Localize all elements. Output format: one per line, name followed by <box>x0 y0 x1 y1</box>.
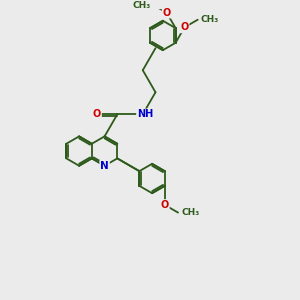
Text: O: O <box>180 22 189 32</box>
Text: N: N <box>100 161 109 171</box>
Text: O: O <box>161 200 169 210</box>
Text: O: O <box>163 8 171 18</box>
Text: CH₃: CH₃ <box>182 208 200 217</box>
Text: NH: NH <box>137 109 153 119</box>
Text: O: O <box>93 109 101 119</box>
Text: CH₃: CH₃ <box>133 1 151 10</box>
Text: CH₃: CH₃ <box>200 15 218 24</box>
